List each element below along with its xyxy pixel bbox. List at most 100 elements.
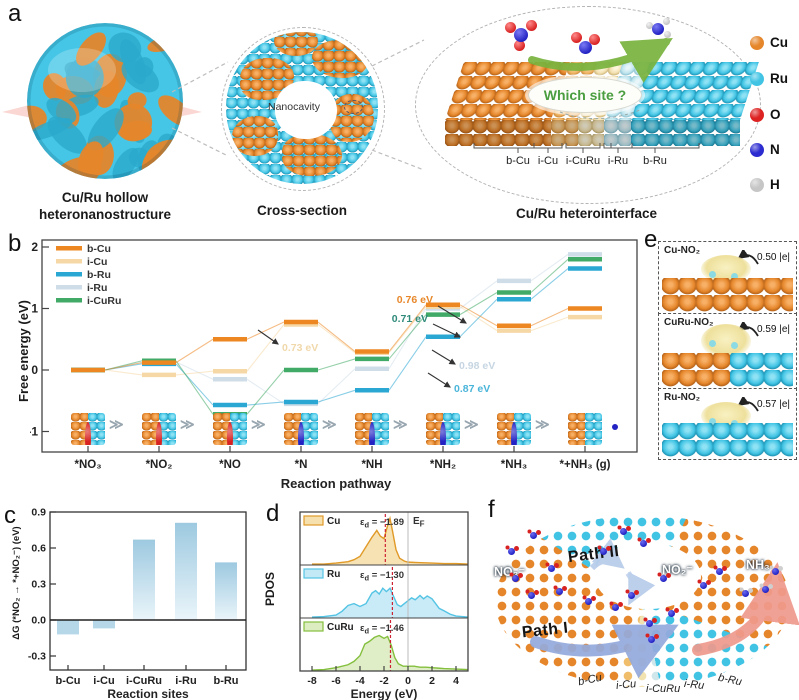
sphere-blob xyxy=(112,147,139,179)
svg-text:0.71 eV: 0.71 eV xyxy=(392,313,428,325)
n-atom-icon xyxy=(579,41,592,54)
pdos-area-Ru xyxy=(312,588,468,618)
slab-front-bru xyxy=(630,120,740,146)
svg-text:*NH₂: *NH₂ xyxy=(430,459,456,471)
o-atom-icon xyxy=(514,40,525,51)
svg-text:i-Cu: i-Cu xyxy=(93,675,114,687)
charge-box-cu: Cu-NO₂ 0.50 |e| xyxy=(658,241,797,315)
svg-text:0.0: 0.0 xyxy=(31,615,46,627)
step-arrow-icon: ≫ xyxy=(180,416,195,432)
svg-text:-0.3: -0.3 xyxy=(28,651,46,663)
svg-text:0.73 eV: 0.73 eV xyxy=(282,342,318,354)
sphere-blob xyxy=(65,57,104,98)
sphere-blob xyxy=(121,60,160,93)
svg-text:i-CuRu: i-CuRu xyxy=(126,675,162,687)
svg-text:Reaction sites: Reaction sites xyxy=(107,687,189,700)
sphere-blob xyxy=(127,92,147,110)
svg-text:0: 0 xyxy=(405,675,411,687)
charge-transfer-value: 0.59 |e| xyxy=(757,324,790,335)
slab-front-iru xyxy=(604,120,631,146)
step-arrow-icon: ≫ xyxy=(109,416,124,432)
d-ylabel: PDOS xyxy=(263,572,277,607)
sphere-blob xyxy=(76,32,107,66)
svg-text:b-Cu: b-Cu xyxy=(55,675,80,687)
nox-molecule-icon xyxy=(668,610,675,617)
b-ylabel: Free energy (eV) xyxy=(16,300,31,402)
svg-text:2: 2 xyxy=(31,240,38,254)
pdos-chart: Cu εd = −1.89 Ru εd = −1.30 CuRu εd = −1.46 EF… xyxy=(299,511,469,700)
svg-text:0.9: 0.9 xyxy=(31,507,46,519)
step-arrow-icon: ≫ xyxy=(322,416,337,432)
legend-atom-o-icon xyxy=(750,108,764,122)
legend-atom-cu-icon xyxy=(750,36,764,50)
nox-molecule-icon xyxy=(648,636,655,643)
svg-text:Ru: Ru xyxy=(327,569,340,580)
legend-atom-label: Cu xyxy=(770,35,788,50)
label-no2: NO₂⁻ xyxy=(662,563,693,577)
adsorbate-dot xyxy=(511,422,517,445)
no2-molecule-group xyxy=(571,32,607,64)
bar-i-Cu xyxy=(93,620,115,629)
no3-molecule-group xyxy=(505,20,541,52)
slab-site-label: b-Ru xyxy=(643,155,667,167)
sphere-blob xyxy=(158,95,183,127)
hollow-nanostructure-sphere xyxy=(27,23,183,179)
svg-text:-2: -2 xyxy=(379,675,388,687)
panel-letter-c: c xyxy=(4,502,16,529)
h-atom-icon xyxy=(664,31,671,38)
nox-molecule-icon xyxy=(556,588,563,595)
charge-box-title: Ru-NO₂ xyxy=(664,392,701,403)
reaction-step-inset xyxy=(284,413,318,445)
svg-text:-8: -8 xyxy=(307,675,316,687)
atom-rows xyxy=(662,278,793,312)
svg-text:-1: -1 xyxy=(30,425,38,439)
nox-molecule-icon xyxy=(585,598,592,605)
ring-dashed-outline xyxy=(221,27,385,191)
nox-molecule-icon xyxy=(528,592,535,599)
nh3-molecule-icon xyxy=(742,590,749,597)
step-arrow-icon: ≫ xyxy=(535,416,550,432)
charge-transfer-panel: Cu-NO₂ 0.50 |e| CuRu-NO₂ 0.59 |e| Ru-NO₂ 0.57… xyxy=(640,228,799,480)
o-atom-icon xyxy=(589,34,600,45)
nox-molecule-icon xyxy=(716,568,723,575)
pdos-area-CuRu xyxy=(312,635,468,671)
nox-molecule-icon xyxy=(640,540,647,547)
nox-molecule-icon xyxy=(660,575,667,582)
adsorbate-dot xyxy=(440,422,446,445)
legend-atom-ru-icon xyxy=(750,72,764,86)
adsorbate-dot xyxy=(85,422,91,445)
sphere-blob xyxy=(27,105,47,132)
charge-transfer-value: 0.50 |e| xyxy=(757,252,790,263)
bar-i-CuRu xyxy=(133,539,155,620)
legend-atom-label: Ru xyxy=(770,71,788,86)
panel-letter-f: f xyxy=(488,496,495,523)
nox-molecule-icon xyxy=(548,565,555,572)
panel-letter-e: e xyxy=(644,226,658,253)
legend-atom-n-icon xyxy=(750,143,764,157)
adsorbate-dot xyxy=(227,422,233,445)
panel-letter-a: a xyxy=(8,0,22,27)
legend-atom-label: N xyxy=(770,142,780,157)
nox-molecule-icon xyxy=(530,532,537,539)
svg-text:i-Cu: i-Cu xyxy=(87,256,107,268)
reaction-step-inset xyxy=(497,413,531,445)
reaction-step-inset xyxy=(142,413,176,445)
caption-cross-section: Cross-section xyxy=(256,203,348,218)
reaction-step-inset xyxy=(355,413,389,445)
o-atom-icon xyxy=(571,32,582,43)
nox-molecule-icon xyxy=(646,620,653,627)
sphere-blob xyxy=(114,103,153,142)
svg-text:0.98 eV: 0.98 eV xyxy=(459,360,495,372)
svg-text:*NH: *NH xyxy=(361,459,382,471)
svg-text:0.3: 0.3 xyxy=(31,579,46,591)
step-arrow-icon: ≫ xyxy=(464,416,479,432)
caption-hollow-line1: Cu/Ru hollow xyxy=(61,190,149,205)
svg-text:1: 1 xyxy=(31,302,38,316)
heterointerface-slab xyxy=(445,62,759,150)
nh3-molecule-icon xyxy=(762,586,769,593)
nanocavity-label: Nanocavity xyxy=(268,101,320,113)
sphere-blob xyxy=(47,116,87,154)
panel-letter-d: d xyxy=(266,500,280,527)
bar-b-Cu xyxy=(57,620,79,635)
caption-hollow-line2: heteronanostructure xyxy=(38,206,172,222)
